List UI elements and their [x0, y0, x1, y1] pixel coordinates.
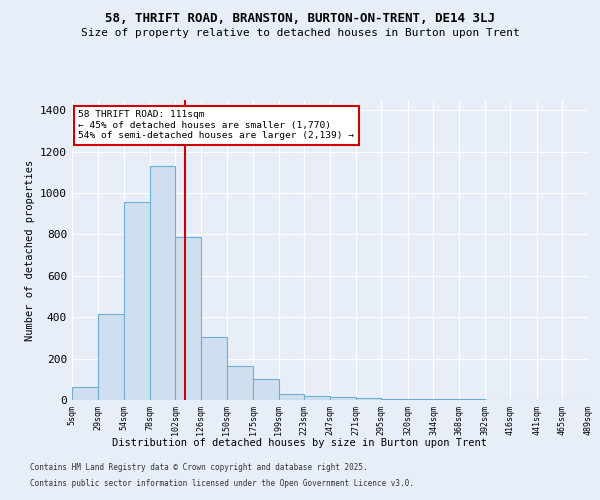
- Bar: [279, 394, 304, 400]
- Text: 58, THRIFT ROAD, BRANSTON, BURTON-ON-TRENT, DE14 3LJ: 58, THRIFT ROAD, BRANSTON, BURTON-ON-TRE…: [105, 12, 495, 26]
- Bar: [72, 386, 98, 400]
- Bar: [150, 166, 175, 400]
- Y-axis label: Number of detached properties: Number of detached properties: [25, 160, 35, 340]
- Bar: [227, 366, 253, 400]
- Text: Distribution of detached houses by size in Burton upon Trent: Distribution of detached houses by size …: [113, 438, 487, 448]
- Text: 58 THRIFT ROAD: 111sqm
← 45% of detached houses are smaller (1,770)
54% of semi-: 58 THRIFT ROAD: 111sqm ← 45% of detached…: [79, 110, 355, 140]
- Bar: [408, 399, 433, 400]
- Bar: [330, 397, 356, 400]
- Bar: [201, 337, 227, 400]
- Text: Size of property relative to detached houses in Burton upon Trent: Size of property relative to detached ho…: [80, 28, 520, 38]
- Bar: [124, 202, 150, 400]
- Text: Contains HM Land Registry data © Crown copyright and database right 2025.: Contains HM Land Registry data © Crown c…: [30, 464, 368, 472]
- Bar: [304, 396, 330, 400]
- Bar: [381, 399, 408, 400]
- Bar: [175, 236, 201, 400]
- Bar: [253, 380, 279, 400]
- Bar: [98, 314, 124, 400]
- Bar: [356, 398, 381, 400]
- Text: Contains public sector information licensed under the Open Government Licence v3: Contains public sector information licen…: [30, 478, 414, 488]
